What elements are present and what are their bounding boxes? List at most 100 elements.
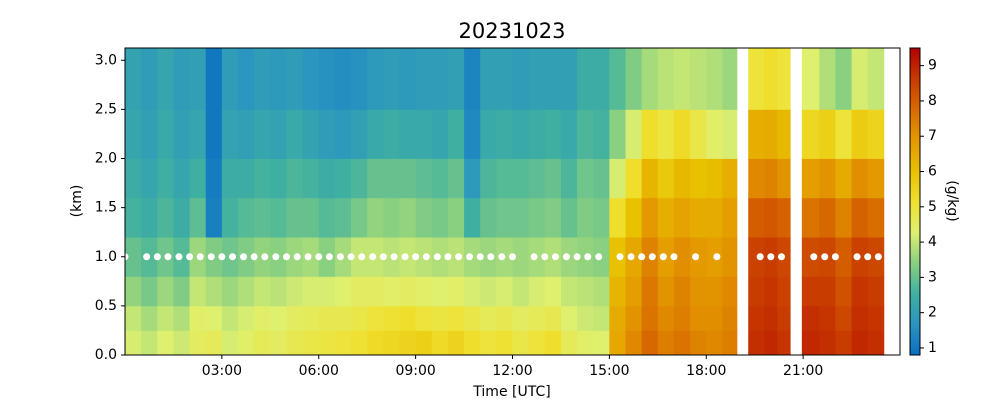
heat-cell (777, 48, 791, 110)
heat-cell (399, 158, 417, 199)
heat-cell (593, 305, 610, 331)
heat-cell (141, 330, 158, 356)
heat-cell (544, 197, 562, 238)
heat-cell (141, 197, 158, 238)
marker (218, 253, 226, 261)
heat-cell (851, 109, 869, 159)
heat-cell (205, 48, 223, 110)
heat-cell (254, 330, 271, 356)
heat-cell (221, 109, 239, 159)
heat-cell (512, 109, 530, 159)
heat-cell (690, 109, 707, 159)
marker (573, 253, 581, 261)
heat-cell (351, 330, 368, 356)
heat-cell (464, 158, 481, 199)
marker (659, 253, 667, 261)
heat-cell (673, 158, 691, 199)
heat-cell (334, 197, 352, 238)
heat-cell (447, 48, 465, 110)
heat-cell (367, 48, 384, 110)
heat-cell (415, 109, 433, 159)
x-tick-label: 21:00 (783, 363, 823, 379)
heat-cell (673, 109, 691, 159)
heat-cell (673, 237, 691, 277)
heat-cell (609, 305, 626, 331)
heat-cell (431, 48, 449, 110)
marker (325, 253, 333, 261)
marker (756, 253, 764, 261)
heat-cell (431, 109, 449, 159)
marker (616, 253, 624, 261)
heat-cell (221, 197, 239, 238)
heat-cell (835, 237, 852, 277)
y-tick-label: 0.0 (95, 347, 117, 363)
heat-cell (157, 330, 174, 356)
heat-cell (383, 276, 400, 307)
heat-cell (722, 237, 738, 277)
heat-cell (496, 197, 513, 238)
marker (864, 253, 872, 261)
heat-cell (189, 109, 207, 159)
marker (336, 253, 344, 261)
heat-cell (625, 109, 643, 159)
marker (186, 253, 194, 261)
heat-cell (777, 276, 791, 307)
heat-cell (383, 109, 400, 159)
heat-cell (641, 158, 659, 199)
marker (293, 253, 301, 261)
marker (551, 253, 559, 261)
heat-cell (205, 197, 223, 238)
x-tick-label: 15:00 (589, 363, 629, 379)
heat-cell (777, 158, 791, 199)
heat-cell (318, 109, 336, 159)
heat-cell (496, 109, 513, 159)
heat-cell (464, 305, 481, 331)
heat-cell (480, 48, 497, 110)
marker (358, 253, 366, 261)
heat-cell (238, 197, 255, 238)
heat-cell (367, 276, 384, 307)
heat-cell (867, 109, 885, 159)
heat-cell (334, 109, 352, 159)
heat-cell (722, 158, 738, 199)
heat-cell (641, 197, 659, 238)
colorbar-tick-label: 3 (928, 269, 937, 285)
heat-cell (690, 158, 707, 199)
heat-cell (351, 109, 368, 159)
marker (487, 253, 495, 261)
heat-cell (593, 158, 610, 199)
heat-cell (447, 305, 465, 331)
heat-cell (496, 48, 513, 110)
heat-cell (706, 330, 723, 356)
heat-cell (722, 197, 738, 238)
heat-cell (528, 330, 546, 356)
heat-cell (748, 237, 765, 277)
heat-cell (706, 276, 723, 307)
heat-cell (302, 276, 320, 307)
heat-cell (399, 197, 417, 238)
marker (777, 253, 785, 261)
y-tick-label: 0.5 (95, 298, 117, 314)
heat-cell (706, 197, 723, 238)
heat-cell (560, 330, 578, 356)
heat-cell (560, 197, 578, 238)
heat-cell (157, 276, 174, 307)
heat-cell (383, 197, 400, 238)
heat-cell (560, 158, 578, 199)
heat-cell (690, 330, 707, 356)
heat-cell (819, 276, 836, 307)
heat-cell (464, 197, 481, 238)
heat-cell (593, 48, 610, 110)
heat-cell (189, 330, 207, 356)
heat-cell (496, 305, 513, 331)
heat-cell (270, 330, 287, 356)
heat-cell (641, 330, 659, 356)
heat-cell (851, 48, 869, 110)
marker (379, 253, 387, 261)
heat-cell (801, 197, 820, 238)
heat-cell (464, 330, 481, 356)
heat-cell (512, 330, 530, 356)
y-tick-label: 1.5 (95, 200, 117, 216)
heat-cell (447, 197, 465, 238)
